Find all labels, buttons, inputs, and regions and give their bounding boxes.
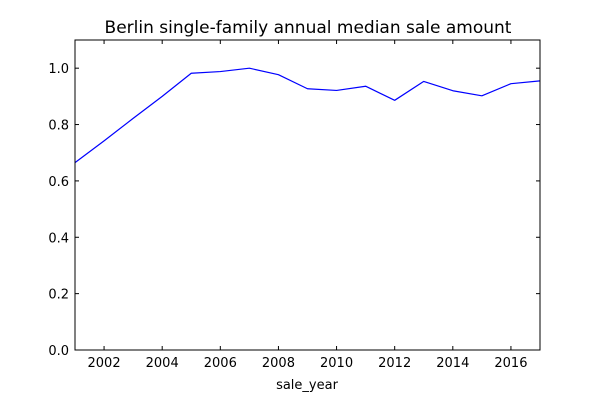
- data-point: [336, 90, 337, 91]
- y-tick-label: 0.4: [48, 231, 69, 246]
- data-point: [510, 83, 511, 84]
- series-line-0: [74, 67, 541, 164]
- data-point: [278, 74, 279, 75]
- y-tick-label: 0.0: [48, 344, 69, 359]
- data-point: [191, 73, 192, 74]
- data-point: [249, 68, 250, 69]
- plot-frame: [74, 39, 541, 351]
- x-axis-label: sale_year: [276, 378, 339, 393]
- data-point: [452, 90, 453, 91]
- x-tick-label: 2004: [146, 356, 179, 371]
- series-layer: [74, 67, 541, 164]
- data-point: [103, 140, 104, 141]
- x-tick-label: 2012: [378, 356, 411, 371]
- x-tick-label: 2016: [494, 356, 527, 371]
- chart-title: Berlin single-family annual median sale …: [105, 18, 512, 38]
- x-tick-label: 2010: [320, 356, 353, 371]
- y-tick-label: 0.8: [48, 119, 69, 134]
- y-tick-label: 0.6: [48, 175, 69, 190]
- y-tick-label: 1.0: [48, 62, 69, 77]
- x-tick-label: 2008: [262, 356, 295, 371]
- x-tick-label: 2014: [436, 356, 469, 371]
- axis-ticks: 2002 2004 2006 2008 2010 2012 2014 2016 0.0 0.2 0.…: [48, 40, 540, 371]
- data-point: [423, 81, 424, 82]
- data-point: [307, 88, 308, 89]
- x-tick-label: 2002: [88, 356, 121, 371]
- data-point: [133, 118, 134, 119]
- x-tick-label: 2006: [204, 356, 237, 371]
- data-point: [365, 86, 366, 87]
- data-point: [394, 100, 395, 101]
- data-point: [481, 95, 482, 96]
- data-point: [220, 71, 221, 72]
- data-point: [162, 96, 163, 97]
- y-tick-label: 0.2: [48, 288, 69, 303]
